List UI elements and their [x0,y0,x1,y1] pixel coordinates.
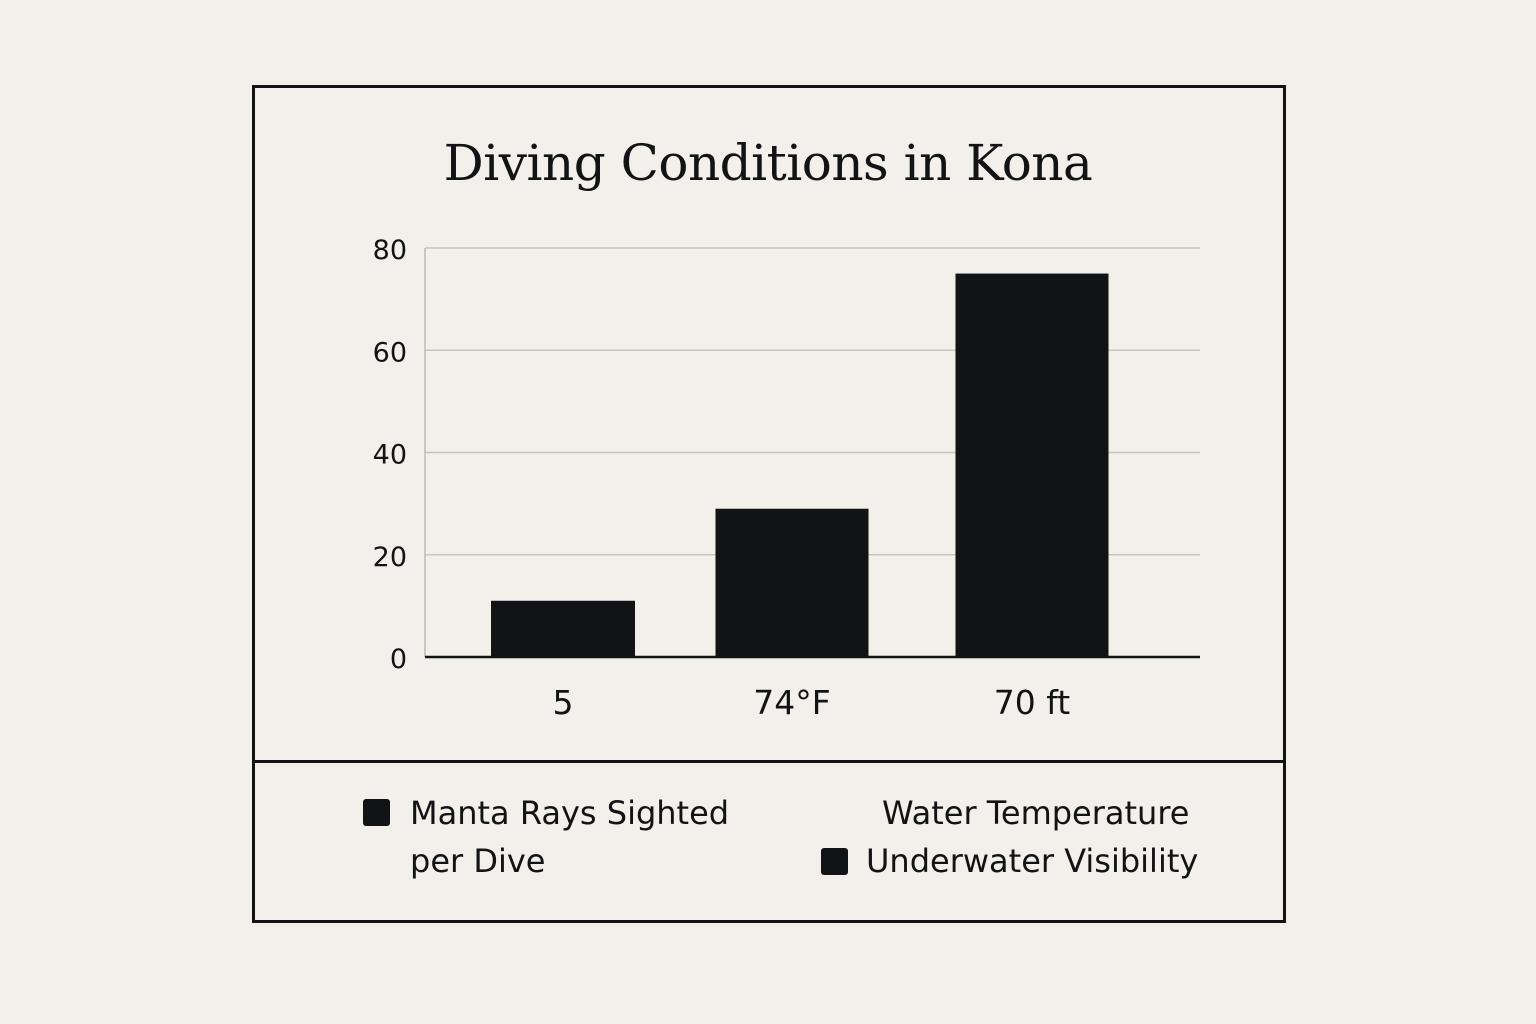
bar-1 [715,508,869,657]
legend-swatch-manta [363,799,390,826]
y-tick-label-60: 60 [373,337,407,368]
bar-0 [491,600,635,657]
bar-2 [955,273,1109,657]
x-tick-label-1: 74°F [753,683,830,722]
chart-title: Diving Conditions in Kona [443,134,1093,192]
chart-frame [252,85,1286,923]
legend-divider [254,760,1283,763]
y-tick-label-80: 80 [373,235,407,266]
legend-swatch-visibility [821,848,848,875]
legend-label-visibility: Underwater Visibility [866,842,1199,880]
legend-label-manta-line1: Manta Rays Sighted [410,794,730,832]
legend-label-temperature: Water Temperature [882,794,1190,832]
x-tick-label-0: 5 [553,683,574,722]
y-tick-label-40: 40 [373,440,407,471]
y-tick-label-20: 20 [373,542,407,573]
x-tick-label-2: 70 ft [994,683,1071,722]
y-tick-label-0: 0 [390,644,407,675]
legend-label-manta: Manta Rays Sighted per Dive [410,789,729,885]
legend-label-manta-line2: per Dive [410,842,546,880]
